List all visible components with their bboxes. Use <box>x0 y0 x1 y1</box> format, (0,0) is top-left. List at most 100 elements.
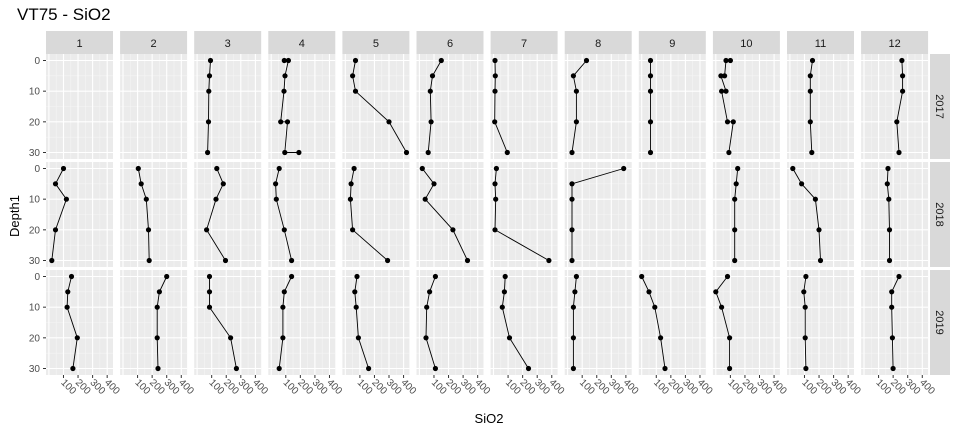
panel-gridlines <box>712 54 780 159</box>
facet-strip-col-label-3: 3 <box>225 38 231 50</box>
data-point <box>730 119 736 125</box>
y-axis-title: Depth1 <box>7 195 22 237</box>
data-point <box>502 273 508 280</box>
data-point <box>816 227 822 233</box>
data-point <box>718 73 724 79</box>
data-point <box>282 73 288 79</box>
y-tick-label: 30 <box>29 148 41 159</box>
data-point <box>492 88 498 94</box>
data-point <box>154 304 160 310</box>
facet-strip-col-12 <box>861 31 929 54</box>
panel-gridlines <box>638 162 706 267</box>
data-point <box>65 289 71 295</box>
facet-strip-col-1 <box>46 31 113 54</box>
panel-gridlines <box>564 162 632 267</box>
x-axis-title: SiO2 <box>475 411 504 426</box>
panel-gridlines <box>861 54 929 159</box>
series-line-2017-4 <box>280 60 299 153</box>
data-point <box>719 88 725 94</box>
data-point <box>802 335 808 341</box>
x-tick-label: 400 <box>176 377 196 397</box>
data-point <box>889 289 895 295</box>
data-point <box>464 257 471 264</box>
data-point <box>355 335 361 341</box>
data-point <box>214 165 220 172</box>
facet-strip-row-2019 <box>930 270 950 375</box>
data-point <box>727 365 733 372</box>
data-point <box>569 196 575 202</box>
panel-gridlines <box>416 162 484 267</box>
data-point <box>422 196 428 202</box>
data-point <box>492 181 498 187</box>
panel-gridlines <box>416 54 484 159</box>
panel-gridlines <box>490 270 558 375</box>
data-point <box>63 196 69 202</box>
data-point <box>281 227 287 233</box>
data-point <box>802 304 808 310</box>
data-point <box>205 149 211 156</box>
data-point <box>206 289 213 295</box>
data-point <box>492 227 498 233</box>
panel-gridlines <box>712 162 780 267</box>
data-point <box>145 227 152 233</box>
data-point <box>662 365 668 372</box>
data-point <box>890 365 896 372</box>
data-point <box>727 57 734 64</box>
data-point <box>386 119 392 125</box>
data-point <box>353 304 359 310</box>
data-point <box>900 73 906 79</box>
data-point <box>366 365 372 372</box>
data-point <box>646 289 652 295</box>
data-point <box>647 88 654 94</box>
panel-gridlines <box>712 270 780 375</box>
data-point <box>546 257 552 264</box>
data-point <box>276 165 282 172</box>
y-tick-label: 0 <box>34 56 40 67</box>
x-tick-label: 400 <box>621 377 641 397</box>
data-point <box>207 57 214 64</box>
data-point <box>282 149 288 156</box>
data-point <box>647 73 654 79</box>
data-point <box>206 73 213 79</box>
x-tick-label: 400 <box>843 377 863 397</box>
panel-gridlines <box>416 270 484 375</box>
data-point <box>281 57 287 64</box>
data-point <box>280 304 286 310</box>
panel-gridlines <box>342 270 410 375</box>
data-point <box>204 227 210 233</box>
facet-strip-col-3 <box>194 31 262 54</box>
data-point <box>569 227 575 233</box>
data-point <box>807 88 813 94</box>
panel-gridlines <box>120 54 188 159</box>
data-point <box>352 57 359 64</box>
data-point <box>493 165 499 172</box>
data-point <box>354 273 360 280</box>
data-point <box>273 196 279 202</box>
y-tick-label: 20 <box>29 333 41 344</box>
data-point <box>164 273 170 280</box>
facet-strip-col-7 <box>490 31 558 54</box>
data-point <box>450 227 456 233</box>
panel-gridlines <box>490 54 558 159</box>
data-point <box>817 257 824 264</box>
data-point <box>896 273 902 280</box>
data-point <box>569 257 575 264</box>
data-point <box>493 196 499 202</box>
data-point <box>289 257 295 264</box>
panel-gridlines <box>46 54 113 159</box>
data-point <box>431 181 437 187</box>
panel-gridlines <box>268 270 336 375</box>
data-point <box>570 304 577 310</box>
y-tick-label: 0 <box>34 272 40 283</box>
data-point <box>803 365 809 372</box>
panel-gridlines <box>861 162 929 267</box>
data-point <box>156 289 162 295</box>
data-point <box>573 273 580 280</box>
data-point <box>273 181 279 187</box>
data-point <box>506 335 513 341</box>
data-point <box>886 196 892 202</box>
data-point <box>724 119 731 125</box>
x-tick-label: 400 <box>695 377 715 397</box>
data-point <box>499 304 505 310</box>
